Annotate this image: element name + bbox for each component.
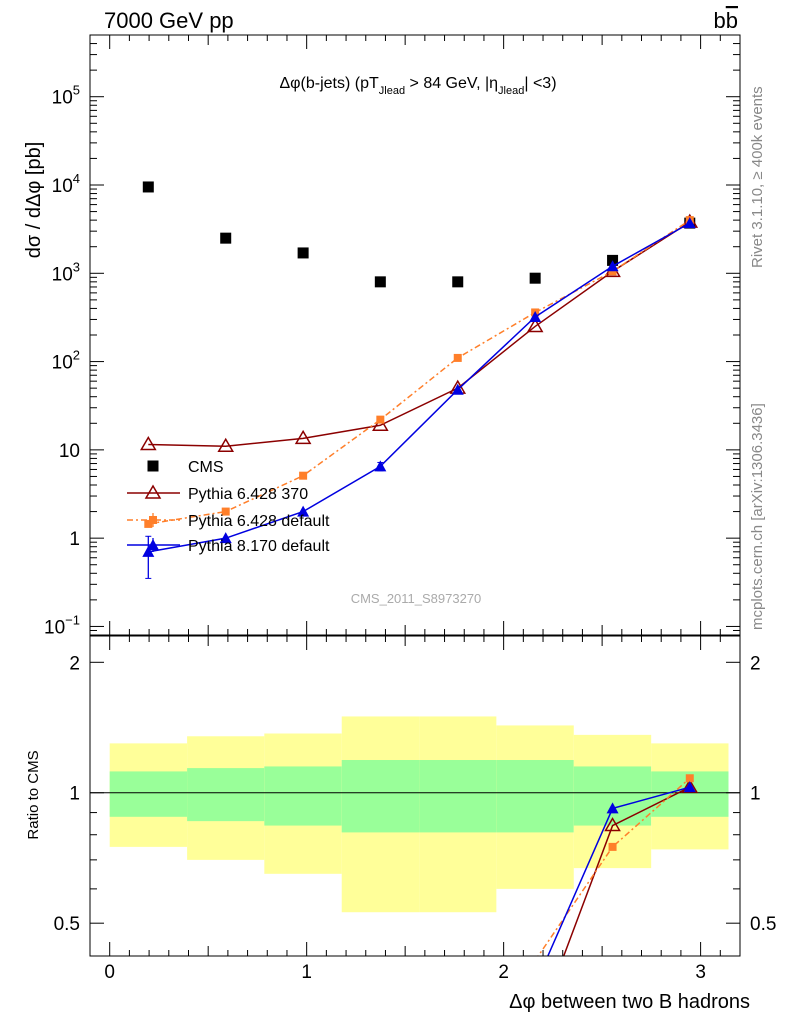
data-point <box>221 507 230 516</box>
ratio-line <box>537 777 691 956</box>
series-line <box>148 222 691 553</box>
ratio-y-axis-label: Ratio to CMS <box>25 750 42 839</box>
data-point <box>297 505 310 517</box>
legend-label: Pythia 8.170 default <box>188 538 330 555</box>
main-series <box>139 181 699 579</box>
ratio-point <box>531 957 539 965</box>
series-line <box>148 219 691 525</box>
series-pythia-6-428-370 <box>139 213 699 452</box>
ratio-panel: 0.5 0.5 1 1 2 2 0 1 2 3 Ratio to CMS Δφ between … <box>25 635 777 1013</box>
data-point <box>683 217 696 229</box>
data-point <box>220 232 232 244</box>
legend: CMS Pythia 6.428 370 Pythia 6.428 default P… <box>127 459 330 555</box>
y-tick-label: 10 <box>59 441 80 462</box>
data-point <box>217 437 235 452</box>
data-point <box>372 416 389 432</box>
ratio-y-tick-label: 1 <box>69 784 80 805</box>
data-point <box>299 471 308 480</box>
ratio-line <box>562 786 691 956</box>
ratio-point <box>606 802 619 814</box>
data-point <box>376 415 385 424</box>
x-tick-label: 2 <box>498 962 509 983</box>
band-inner <box>264 766 342 826</box>
main-panel: Δφ(b-jets) (pTJlead > 84 GeV, |ηJlead| <… <box>23 34 741 638</box>
ratio-point <box>608 842 617 851</box>
ratio-series <box>529 774 699 990</box>
ratio-y-tick-label: 0.5 <box>54 914 80 935</box>
band-inner <box>341 760 420 833</box>
data-point <box>144 519 153 528</box>
ratio-point <box>604 817 621 832</box>
y-tick-label: 102 <box>52 348 80 374</box>
x-axis-label: Δφ between two B hadrons <box>509 991 750 1013</box>
ratio-y-tick-label-right: 1 <box>750 784 761 805</box>
ratio-series-pythia-6-428-default <box>531 774 694 965</box>
x-tick-label: 0 <box>104 962 115 983</box>
data-point <box>453 353 462 362</box>
y-axis-label: dσ / dΔφ [pb] <box>23 142 45 259</box>
x-tick-label: 3 <box>695 962 706 983</box>
chart-title: Δφ(b-jets) (pTJlead > 84 GeV, |ηJlead| <… <box>279 75 556 97</box>
legend-label: Pythia 6.428 370 <box>188 486 308 503</box>
main-y-axis: 10−1 1 10 102 103 104 105 <box>44 34 740 638</box>
legend-label: CMS <box>188 459 224 476</box>
side-label-top: Rivet 3.1.10, ≥ 400k events <box>749 86 766 268</box>
ratio-frame <box>89 635 741 957</box>
band-inner <box>109 771 188 817</box>
series-pythia-8-170-default <box>142 217 696 579</box>
side-label-bottom: mcplots.cern.ch [arXiv:1306.3436] <box>749 403 766 630</box>
ratio-point <box>685 774 694 783</box>
data-point <box>529 272 541 284</box>
ratio-y-tick-label-right: 0.5 <box>750 914 776 935</box>
data-point <box>139 436 157 451</box>
data-point <box>452 276 464 288</box>
data-point <box>294 429 312 445</box>
data-point <box>142 181 154 193</box>
legend-marker <box>147 539 159 550</box>
ratio-y-tick-label-right: 2 <box>750 653 761 674</box>
data-point <box>374 276 386 288</box>
legend-entry-pythia-6-428-370: Pythia 6.428 370 <box>127 484 308 503</box>
data-point <box>529 310 542 322</box>
ratio-series-pythia-8-170-default <box>529 781 696 990</box>
ratio-y-axis: 0.5 0.5 1 1 2 2 <box>54 653 777 935</box>
data-point <box>297 247 309 259</box>
y-tick-label: 1 <box>69 529 80 550</box>
data-point <box>608 267 617 276</box>
header-left: 7000 GeV pp <box>104 8 234 33</box>
band-inner <box>419 760 497 833</box>
band-inner <box>573 766 652 826</box>
legend-entry-cms: CMS <box>147 459 224 476</box>
data-point <box>219 532 232 544</box>
series-line <box>148 221 691 447</box>
band-inner <box>496 760 574 833</box>
legend-label: Pythia 6.428 default <box>188 513 330 530</box>
y-tick-label: 105 <box>52 83 80 109</box>
y-tick-label: 10−1 <box>44 612 80 638</box>
band-inner <box>187 768 265 822</box>
header-right: bb <box>714 8 739 33</box>
y-tick-label: 104 <box>52 171 80 197</box>
legend-marker <box>149 516 157 524</box>
y-tick-label: 103 <box>52 259 80 285</box>
data-point <box>526 317 544 333</box>
ratio-point <box>529 979 541 990</box>
ratio-y-tick-label: 2 <box>69 653 80 674</box>
main-frame <box>89 34 741 636</box>
data-point <box>451 383 464 395</box>
legend-entry-pythia-6-428-default: Pythia 6.428 default <box>127 513 330 530</box>
data-point <box>142 545 155 557</box>
legend-entry-pythia-8-170-default: Pythia 8.170 default <box>127 538 330 555</box>
ratio-bands <box>109 716 729 913</box>
header-right-bar: b <box>726 8 738 33</box>
analysis-label: CMS_2011_S8973270 <box>351 591 482 606</box>
x-tick-label: 1 <box>301 962 312 983</box>
legend-marker <box>147 460 159 472</box>
ratio-point <box>683 781 696 793</box>
data-point <box>606 260 619 272</box>
main-x-axis <box>109 35 741 635</box>
legend-marker <box>144 484 162 499</box>
data-point <box>374 460 387 472</box>
